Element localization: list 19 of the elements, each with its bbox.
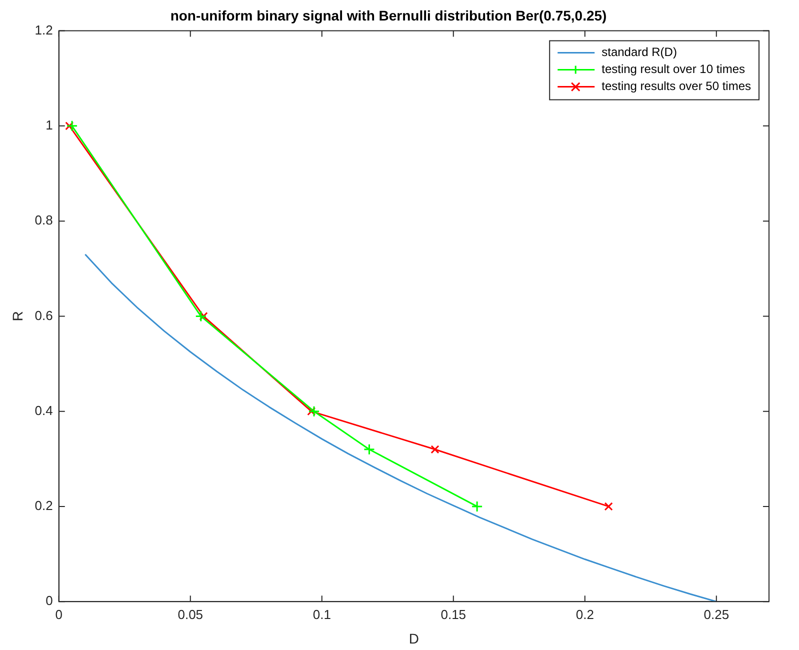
chart-title: non-uniform binary signal with Bernulli distribution Ber(0.75,0.25) (170, 7, 607, 24)
y-tick-label: 1 (46, 118, 53, 133)
x-tick-label: 0 (55, 606, 62, 622)
y-tick-label: 0.2 (34, 498, 53, 514)
y-tick-label: 0 (46, 593, 53, 608)
x-tick-label: 0.05 (178, 606, 204, 622)
x-tick-label: 0.2 (576, 606, 594, 622)
y-tick-label: 0.8 (34, 212, 53, 228)
x-tick-label: 0.15 (440, 606, 466, 622)
y-axis-title: R (9, 311, 26, 322)
x-tick-label: 0.25 (704, 606, 730, 622)
x-axis-title: D (408, 630, 419, 646)
y-tick-label: 1.2 (34, 22, 53, 38)
y-tick-label: 0.6 (34, 308, 53, 323)
legend-label: testing results over 50 times (602, 79, 752, 94)
legend-label: standard R(D) (602, 45, 677, 60)
x-tick-label: 0.1 (312, 606, 331, 622)
y-tick-label: 0.4 (34, 402, 53, 418)
legend-label: testing result over 10 times (602, 62, 746, 76)
